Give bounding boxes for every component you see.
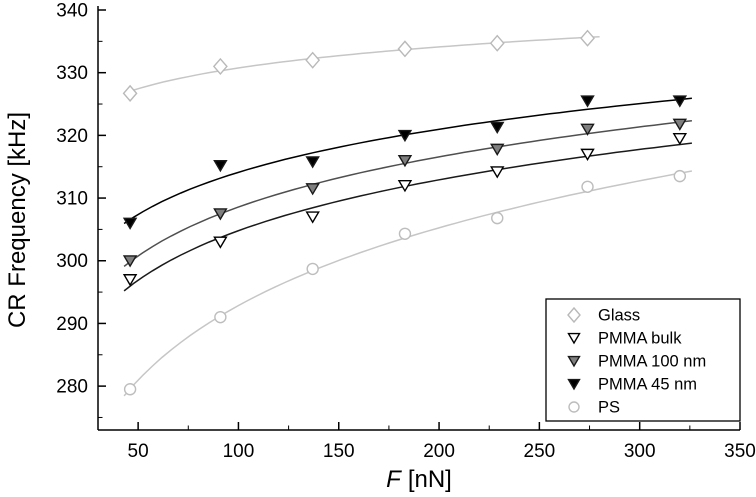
legend-label-ps: PS [598, 399, 620, 417]
point-ps [398, 227, 412, 240]
point-pmma-bulk [672, 133, 688, 146]
legend-marker-pmma-45-nm [567, 378, 581, 391]
x-tick-label: 200 [423, 441, 455, 462]
point-glass [489, 34, 505, 52]
point-pmma-45-nm [580, 95, 595, 108]
point-pmma-bulk [397, 180, 413, 193]
x-tick-label: 150 [323, 441, 355, 462]
y-tick-label: 340 [56, 1, 88, 22]
x-tick-label: 300 [624, 441, 656, 462]
point-pmma-45-nm [213, 159, 228, 173]
point-pmma-45-nm [672, 95, 688, 108]
legend-label-pmma-100-nm: PMMA 100 nm [598, 353, 706, 371]
legend: Glass PMMA bulk PMMA 100 nm PMMA 45 nm PS [545, 298, 741, 422]
legend-box [545, 298, 741, 422]
y-tick-label: 330 [56, 63, 88, 84]
point-pmma-100-nm [122, 255, 138, 268]
y-tick-label: 310 [56, 189, 88, 210]
point-pmma-100-nm [397, 154, 413, 168]
point-glass [305, 51, 321, 69]
point-ps [673, 169, 687, 183]
y-tick-label: 320 [56, 126, 88, 147]
series-glass [122, 29, 595, 102]
x-tick-label: 250 [524, 441, 556, 462]
point-pmma-100-nm [580, 123, 595, 136]
point-pmma-bulk [122, 274, 138, 287]
fit-curve-pmma-100-nm [123, 119, 692, 267]
x-axis-title-unit: [nN] [408, 466, 452, 493]
point-pmma-45-nm [305, 156, 320, 169]
y-axis-title: CR Frequency [kHz] [4, 112, 31, 328]
point-ps [123, 383, 137, 396]
point-glass [212, 57, 228, 75]
point-ps [581, 180, 594, 193]
fit-curve-glass [123, 35, 600, 94]
legend-marker-ps [568, 401, 580, 413]
point-pmma-100-nm [305, 183, 320, 196]
series-pmma-100-nm [122, 118, 688, 268]
y-tick-label: 300 [56, 251, 88, 272]
point-pmma-100-nm [672, 118, 688, 131]
legend-label-pmma-bulk: PMMA bulk [598, 330, 682, 348]
data-points-layer [122, 29, 688, 396]
point-pmma-100-nm [490, 143, 505, 156]
point-pmma-100-nm [213, 208, 228, 221]
point-pmma-bulk [305, 211, 320, 224]
series-pmma-bulk [122, 133, 688, 287]
point-pmma-bulk [490, 166, 505, 179]
series-ps [123, 169, 687, 396]
y-tick-label: 290 [56, 314, 88, 335]
x-tick-label: 100 [223, 441, 255, 462]
point-glass [122, 84, 138, 102]
legend-label-glass: Glass [598, 307, 640, 325]
legend-marker-glass [567, 306, 581, 324]
point-pmma-bulk [213, 236, 228, 249]
fit-curve-pmma-bulk [123, 142, 692, 292]
point-pmma-45-nm [490, 121, 505, 135]
x-tick-label: 50 [128, 441, 149, 462]
point-pmma-45-nm [122, 217, 138, 230]
legend-marker-pmma-bulk [567, 332, 581, 345]
point-pmma-45-nm [397, 129, 413, 143]
point-pmma-bulk [580, 148, 595, 161]
legend-label-pmma-45-nm: PMMA 45 nm [598, 376, 697, 394]
point-ps [491, 211, 504, 225]
point-glass [397, 40, 413, 58]
point-ps [306, 262, 319, 276]
x-tick-label: 350 [724, 441, 756, 462]
x-axis-title: F [nN] [386, 466, 452, 493]
point-glass [580, 29, 595, 47]
point-ps [214, 310, 227, 324]
series-pmma-45-nm [122, 95, 688, 230]
axes-layer: 50 100 150 200 250 300 350 280 290 300 310 320 330 34… [56, 1, 756, 463]
x-axis-title-symbol: F [386, 466, 402, 493]
y-tick-label: 280 [56, 377, 88, 398]
legend-marker-pmma-100-nm [567, 355, 581, 368]
